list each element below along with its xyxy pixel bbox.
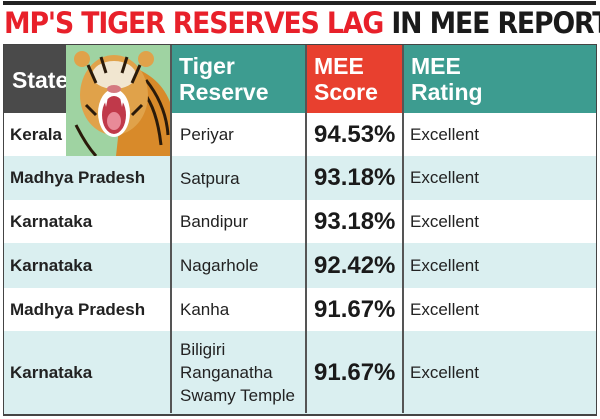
state-cell: Madhya Pradesh — [10, 168, 146, 187]
header-mee-rating: MEE Rating — [403, 45, 596, 113]
reserve-cell: Satpura — [180, 168, 240, 188]
reserve-cell: Kanha — [180, 300, 230, 319]
reserve-cell: Bandipur — [180, 212, 249, 231]
headline-red: MP'S TIGER RESERVES LAG — [4, 6, 384, 40]
score-cell: 94.53% — [314, 120, 396, 148]
table-row: Madhya Pradesh Satpura 93.18% Excellent — [4, 156, 596, 200]
headline: MP'S TIGER RESERVES LAG IN MEE REPORT — [4, 6, 600, 40]
header-line: Rating — [411, 79, 483, 105]
column-divider — [305, 45, 307, 413]
score-cell: 92.42% — [314, 251, 396, 279]
table-row: Kerala Periyar 94.53% Excellent — [4, 113, 596, 156]
score-cell: 93.18% — [314, 207, 396, 235]
reserve-cell: Nagarhole — [180, 256, 259, 275]
state-cell: Kerala — [10, 124, 62, 144]
rating-cell: Excellent — [410, 299, 479, 319]
score-cell: 93.18% — [314, 164, 396, 191]
mee-table: Kerala Periyar 94.53% Excellent Madhya Prade… — [3, 44, 597, 416]
score-cell: 91.67% — [314, 358, 396, 386]
header-state-label: State — [12, 67, 69, 93]
rating-cell: Excellent — [410, 168, 479, 187]
header-line: Tiger — [179, 53, 235, 79]
top-rule — [3, 1, 596, 5]
reserve-cell: Biligiri Ranganatha Swamy Temple — [180, 340, 295, 405]
table-row: Karnataka Bandipur 93.18% Excellent — [4, 200, 596, 243]
header-tiger-reserve: Tiger Reserve — [171, 45, 306, 113]
column-divider — [170, 45, 172, 413]
tiger-icon — [74, 51, 171, 156]
header-line: MEE — [411, 53, 461, 79]
header-state: State — [4, 45, 69, 113]
header-line: Score — [314, 79, 378, 105]
header-line: Reserve — [179, 79, 269, 105]
state-cell: Karnataka — [10, 211, 93, 231]
state-cell: Madhya Pradesh — [10, 299, 146, 319]
tiger-image — [66, 45, 171, 156]
table-row: Karnataka Nagarhole 92.42% Excellent — [4, 243, 596, 288]
table-row: Madhya Pradesh Kanha 91.67% Excellent — [4, 288, 596, 331]
header-mee-score: MEE Score — [306, 45, 403, 113]
state-cell: Karnataka — [10, 362, 93, 382]
header-line: MEE — [314, 53, 364, 79]
table-row: Karnataka Biligiri Ranganatha Swamy Templ… — [4, 331, 596, 414]
score-cell: 91.67% — [314, 295, 396, 323]
rating-cell: Excellent — [410, 211, 479, 231]
rating-cell: Excellent — [410, 255, 479, 275]
rating-cell: Excellent — [410, 124, 479, 144]
rating-cell: Excellent — [410, 362, 479, 382]
state-cell: Karnataka — [10, 255, 93, 275]
column-divider — [402, 45, 404, 413]
headline-black: IN MEE REPORT — [391, 6, 600, 40]
reserve-cell: Periyar — [180, 125, 234, 144]
